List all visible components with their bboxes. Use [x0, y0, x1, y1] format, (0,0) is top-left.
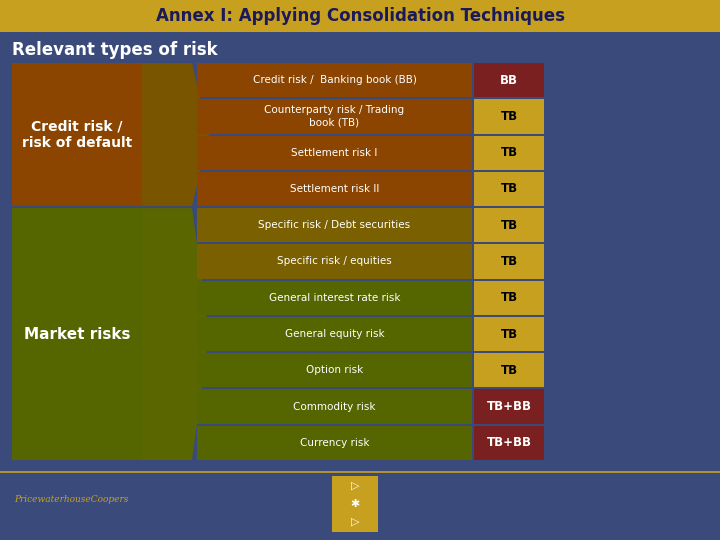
Text: TB: TB [500, 364, 518, 377]
Bar [474, 245, 544, 279]
Text: Settlement risk II: Settlement risk II [290, 184, 379, 194]
Bar [474, 353, 544, 388]
Bar [197, 389, 472, 424]
Text: TB: TB [500, 146, 518, 159]
Text: Option risk: Option risk [306, 366, 363, 375]
Text: TB: TB [500, 328, 518, 341]
Text: TB: TB [500, 183, 518, 195]
Bar [474, 281, 544, 315]
Text: Relevant types of risk: Relevant types of risk [12, 41, 217, 59]
Text: Market risks: Market risks [24, 327, 130, 341]
Text: Commodity risk: Commodity risk [293, 402, 376, 411]
Text: Currency risk: Currency risk [300, 438, 369, 448]
Text: TB: TB [500, 110, 518, 123]
Bar [0, 0, 720, 32]
Text: Annex I: Applying Consolidation Techniques: Annex I: Applying Consolidation Techniqu… [156, 7, 564, 25]
Text: Specific risk / equities: Specific risk / equities [277, 256, 392, 267]
Text: PricewaterhouseCoopers: PricewaterhouseCoopers [14, 496, 128, 504]
Polygon shape [142, 208, 209, 460]
Text: General equity risk: General equity risk [284, 329, 384, 339]
Bar [12, 63, 142, 206]
Bar [197, 208, 472, 242]
Bar [12, 208, 142, 460]
Bar [474, 99, 544, 133]
Text: ✱: ✱ [351, 499, 360, 509]
Bar [197, 172, 472, 206]
Text: TB: TB [500, 219, 518, 232]
Bar [197, 245, 472, 279]
Polygon shape [142, 63, 209, 206]
Bar [474, 389, 544, 424]
Bar [474, 136, 544, 170]
Bar [474, 426, 544, 460]
Text: General interest rate risk: General interest rate risk [269, 293, 400, 303]
Bar [197, 281, 472, 315]
Bar [474, 172, 544, 206]
Bar [332, 476, 378, 532]
Bar [197, 99, 472, 133]
Text: Specific risk / Debt securities: Specific risk / Debt securities [258, 220, 410, 230]
Text: Counterparty risk / Trading
book (TB): Counterparty risk / Trading book (TB) [264, 105, 405, 127]
Bar [474, 63, 544, 97]
Text: BB: BB [500, 73, 518, 86]
Text: Credit risk /  Banking book (BB): Credit risk / Banking book (BB) [253, 75, 416, 85]
Bar [197, 63, 472, 97]
Text: ▷: ▷ [351, 517, 359, 527]
Text: Settlement risk I: Settlement risk I [292, 147, 378, 158]
Bar [197, 353, 472, 388]
Text: TB: TB [500, 291, 518, 304]
Text: Credit risk /
risk of default: Credit risk / risk of default [22, 119, 132, 150]
Bar [474, 317, 544, 351]
Text: ▷: ▷ [351, 481, 359, 491]
Text: TB+BB: TB+BB [487, 436, 531, 449]
Text: TB+BB: TB+BB [487, 400, 531, 413]
Bar [197, 136, 472, 170]
Bar [474, 208, 544, 242]
Bar [197, 317, 472, 351]
Bar [197, 426, 472, 460]
Text: TB: TB [500, 255, 518, 268]
